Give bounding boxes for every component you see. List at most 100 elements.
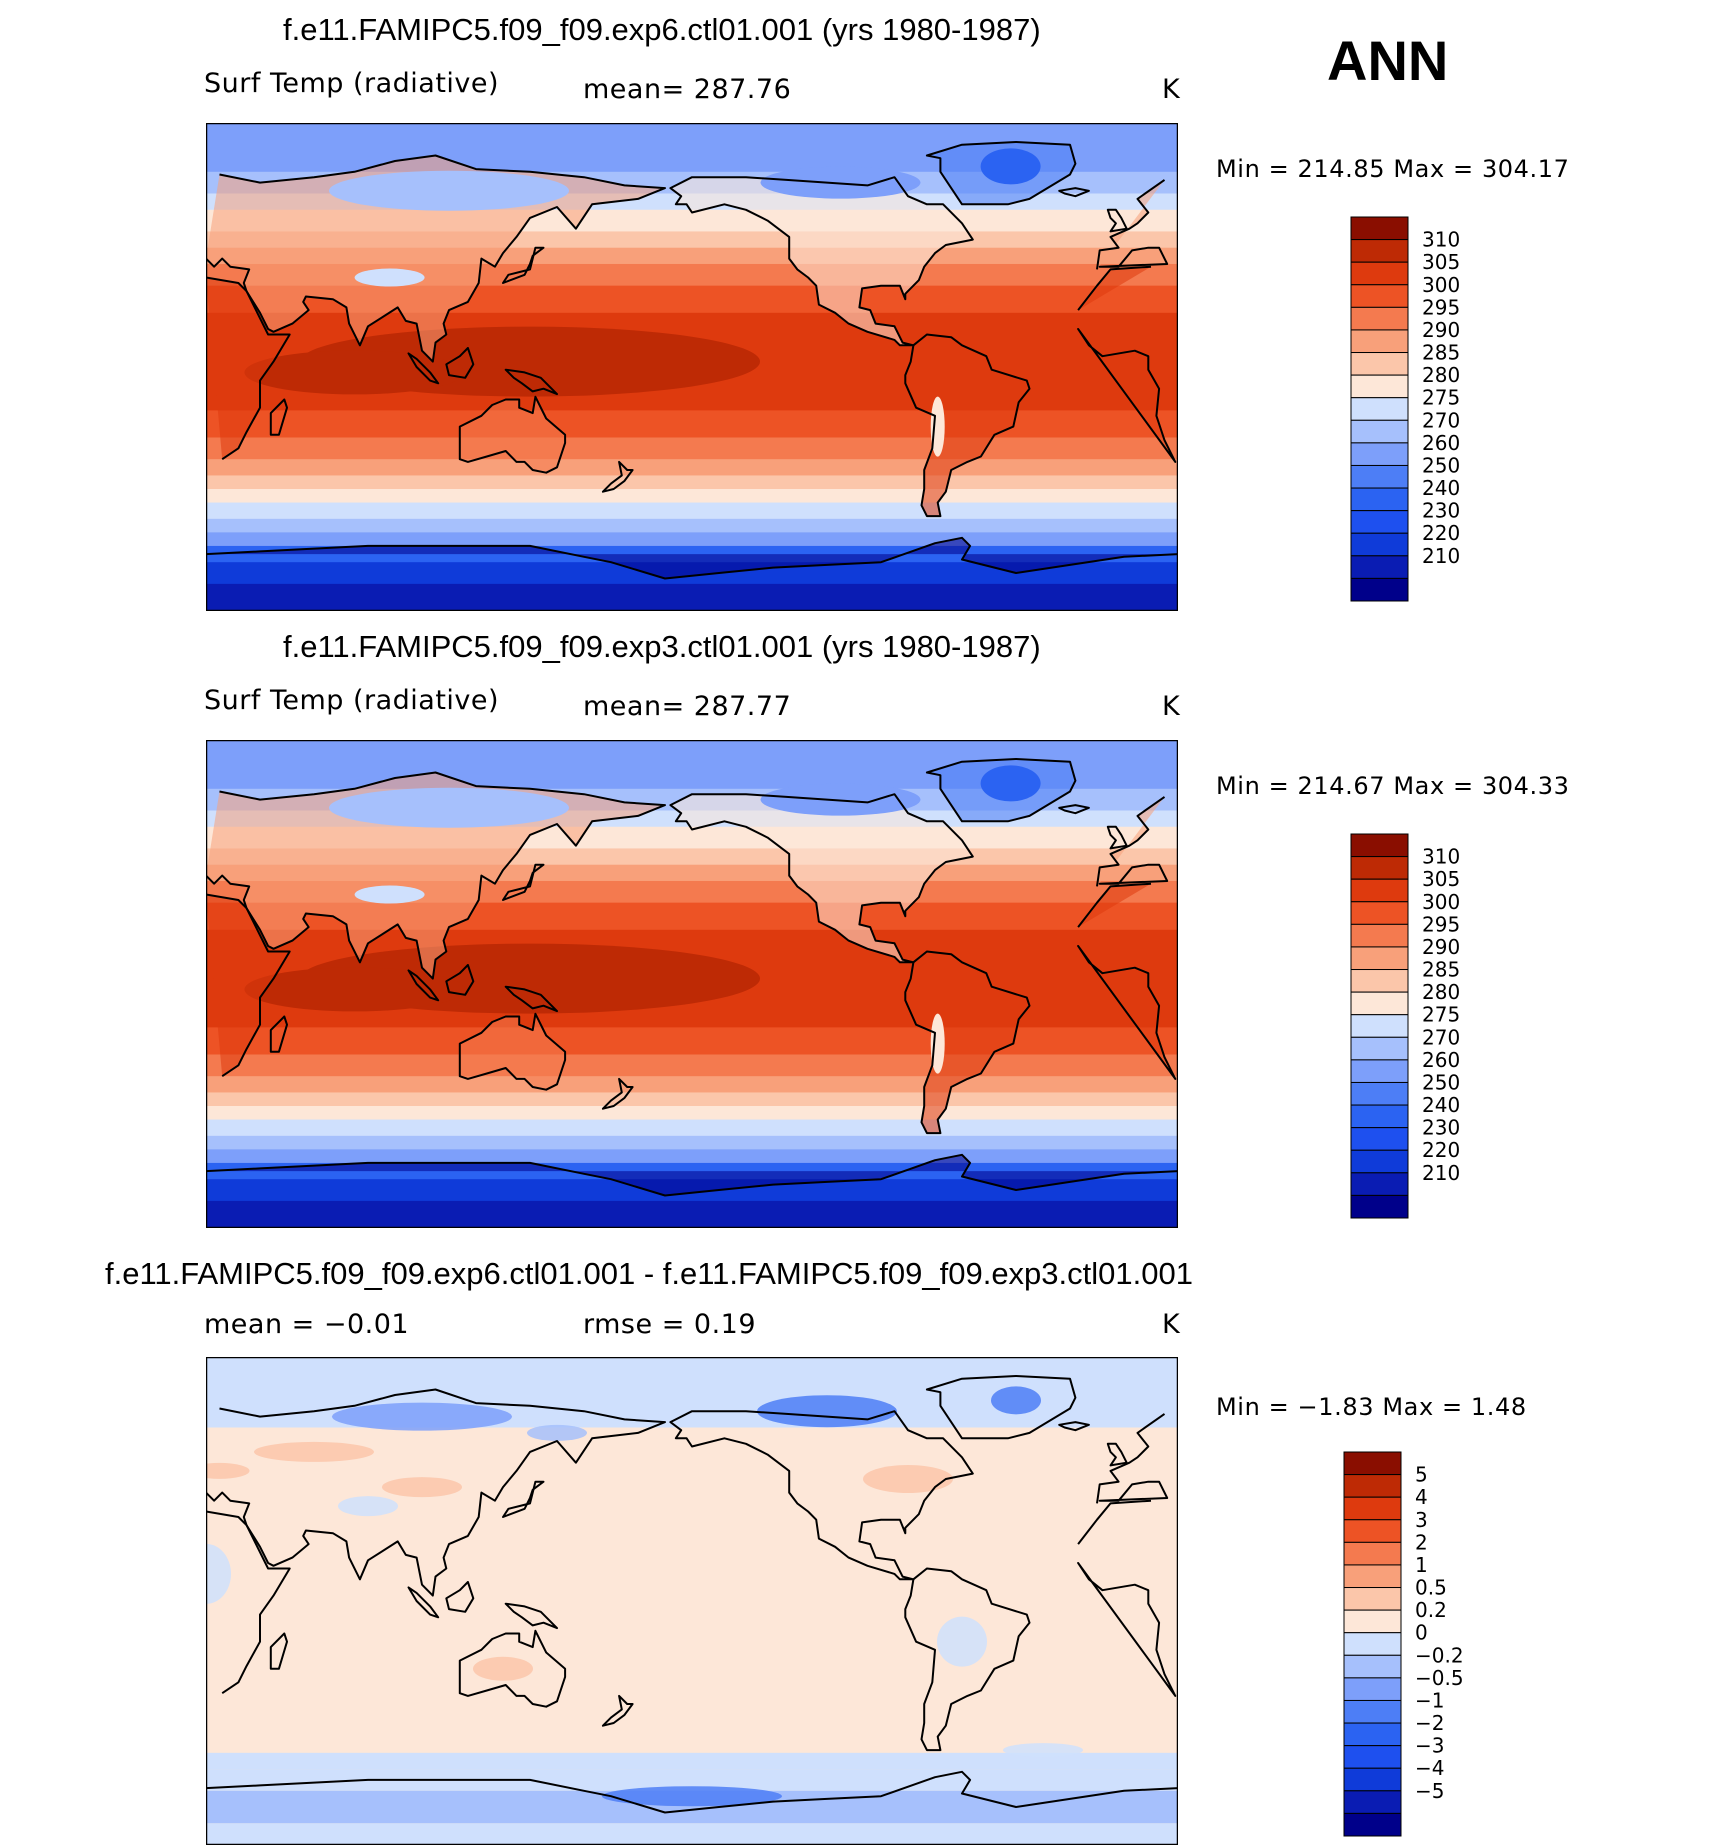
coastline-australia xyxy=(458,1012,567,1091)
coastline-eurasia xyxy=(206,771,1169,980)
colorbar-box xyxy=(1343,1519,1402,1543)
difference-anomaly xyxy=(991,1386,1041,1415)
colorbar-box xyxy=(1343,1745,1402,1769)
colorbar-label: −1 xyxy=(1415,1688,1444,1712)
land-fill xyxy=(459,1013,566,1090)
panel-1-title: f.e11.FAMIPC5.f09_f09.exp6.ctl01.001 (yr… xyxy=(283,12,1041,47)
colorbar-box xyxy=(1343,1541,1402,1566)
colorbar-label: 250 xyxy=(1422,1070,1460,1094)
colorbar-label: −2 xyxy=(1415,1711,1444,1735)
cold-region xyxy=(329,170,569,211)
colorbar-box xyxy=(1350,1059,1409,1083)
coastline-samerica xyxy=(904,333,1031,518)
colorbar-box xyxy=(1350,442,1409,466)
colorbar-label: 240 xyxy=(1422,1093,1460,1117)
colorbar-label: 4 xyxy=(1415,1485,1428,1509)
panel-2-minmax: Min = 214.67 Max = 304.33 xyxy=(1216,772,1570,800)
land-fill xyxy=(459,396,566,473)
colorbar-label: 5 xyxy=(1415,1463,1428,1487)
coastline-antarctica xyxy=(206,1153,1178,1197)
colorbar-label: 270 xyxy=(1422,408,1460,432)
panel-3-map xyxy=(206,1357,1178,1845)
temperature-band xyxy=(206,475,1178,490)
colorbar-label: 310 xyxy=(1422,845,1460,869)
colorbar-label: −4 xyxy=(1415,1756,1444,1780)
temperature-band xyxy=(206,1119,1178,1137)
season-label: ANN xyxy=(1327,29,1449,92)
colorbar-label: 310 xyxy=(1422,228,1460,252)
colorbar-box xyxy=(1350,239,1409,263)
temperature-band xyxy=(206,1027,1178,1055)
difference-anomaly xyxy=(473,1656,533,1681)
colorbar-label: 220 xyxy=(1422,521,1460,545)
coastline-newzealand xyxy=(601,1077,634,1110)
panel-1-variable-label: Surf Temp (radiative) xyxy=(204,68,500,99)
colorbar-box xyxy=(1350,1081,1409,1106)
coastline-iceland xyxy=(1058,1421,1090,1432)
colorbar-box xyxy=(1350,464,1409,489)
colorbar-box xyxy=(1350,991,1409,1016)
colorbar-label: 295 xyxy=(1422,912,1460,936)
colorbar-box xyxy=(1350,487,1409,512)
panel-2-variable-label: Surf Temp (radiative) xyxy=(204,685,500,716)
colorbar-label: 0.2 xyxy=(1415,1598,1447,1622)
temperature-band xyxy=(206,1135,1178,1150)
colorbar-box xyxy=(1343,1677,1402,1701)
colorbar-box xyxy=(1350,1036,1409,1061)
difference-band xyxy=(206,1752,1178,1770)
colorbar-box xyxy=(1350,1104,1409,1129)
colorbar-box xyxy=(1350,419,1409,444)
colorbar-box xyxy=(1350,856,1409,880)
colorbar-box xyxy=(1350,901,1409,925)
coastline-newzealand xyxy=(601,460,634,493)
difference-anomaly xyxy=(338,1496,398,1517)
coastline-iceland xyxy=(1058,187,1090,198)
panel-3-title: f.e11.FAMIPC5.f09_f09.exp6.ctl01.001 - f… xyxy=(105,1256,1193,1291)
difference-anomaly xyxy=(332,1402,512,1431)
colorbar-label: 210 xyxy=(1422,544,1460,568)
land-fill xyxy=(670,794,973,963)
cold-region xyxy=(329,787,569,828)
colorbar-box xyxy=(1343,1587,1402,1611)
colorbar-box xyxy=(1350,261,1409,286)
difference-anomaly xyxy=(254,1441,374,1462)
coastline-antarctica xyxy=(206,536,1178,580)
colorbar-label: 1 xyxy=(1415,1553,1428,1577)
coastline-madagascar xyxy=(269,398,288,436)
colorbar-box xyxy=(1350,306,1409,331)
colorbar-box xyxy=(1350,577,1409,602)
colorbar-box xyxy=(1350,833,1409,858)
coastline-borneo xyxy=(445,964,475,996)
coastline-newzealand xyxy=(601,1694,634,1727)
colorbar-label: 0.5 xyxy=(1415,1576,1447,1600)
coastline-namerica xyxy=(669,793,974,964)
colorbar-box xyxy=(1350,878,1409,903)
colorbar-label: −0.5 xyxy=(1415,1666,1464,1690)
coastline-borneo xyxy=(445,347,475,379)
colorbar-box xyxy=(1350,1149,1409,1174)
temperature-band xyxy=(206,1092,1178,1107)
coastline-japan xyxy=(502,1480,545,1518)
colorbar-box xyxy=(1343,1609,1402,1634)
difference-anomaly xyxy=(527,1424,587,1441)
panel-1-minmax: Min = 214.85 Max = 304.17 xyxy=(1216,155,1570,183)
difference-band xyxy=(206,1769,1178,1791)
colorbar-box xyxy=(1350,329,1409,354)
colorbar-label: 285 xyxy=(1422,341,1460,365)
colorbar-label: 285 xyxy=(1422,958,1460,982)
coastline-namerica xyxy=(669,176,974,347)
land-fill xyxy=(206,537,1178,579)
colorbar-box xyxy=(1343,1564,1402,1589)
colorbar-label: 3 xyxy=(1415,1508,1428,1532)
temperature-band xyxy=(206,583,1178,611)
panel-3-rmse-label: rmse = 0.19 xyxy=(583,1309,757,1340)
colorbar-label: 260 xyxy=(1422,1048,1460,1072)
colorbar-box xyxy=(1343,1451,1402,1476)
coastline-iceland xyxy=(1058,804,1090,815)
colorbar-label: 240 xyxy=(1422,476,1460,500)
colorbar-box xyxy=(1350,1014,1409,1038)
temperature-band xyxy=(206,1200,1178,1228)
colorbar-box xyxy=(1350,510,1409,534)
warm-pool xyxy=(244,967,465,1012)
coastline-eurasia xyxy=(206,1388,1169,1597)
